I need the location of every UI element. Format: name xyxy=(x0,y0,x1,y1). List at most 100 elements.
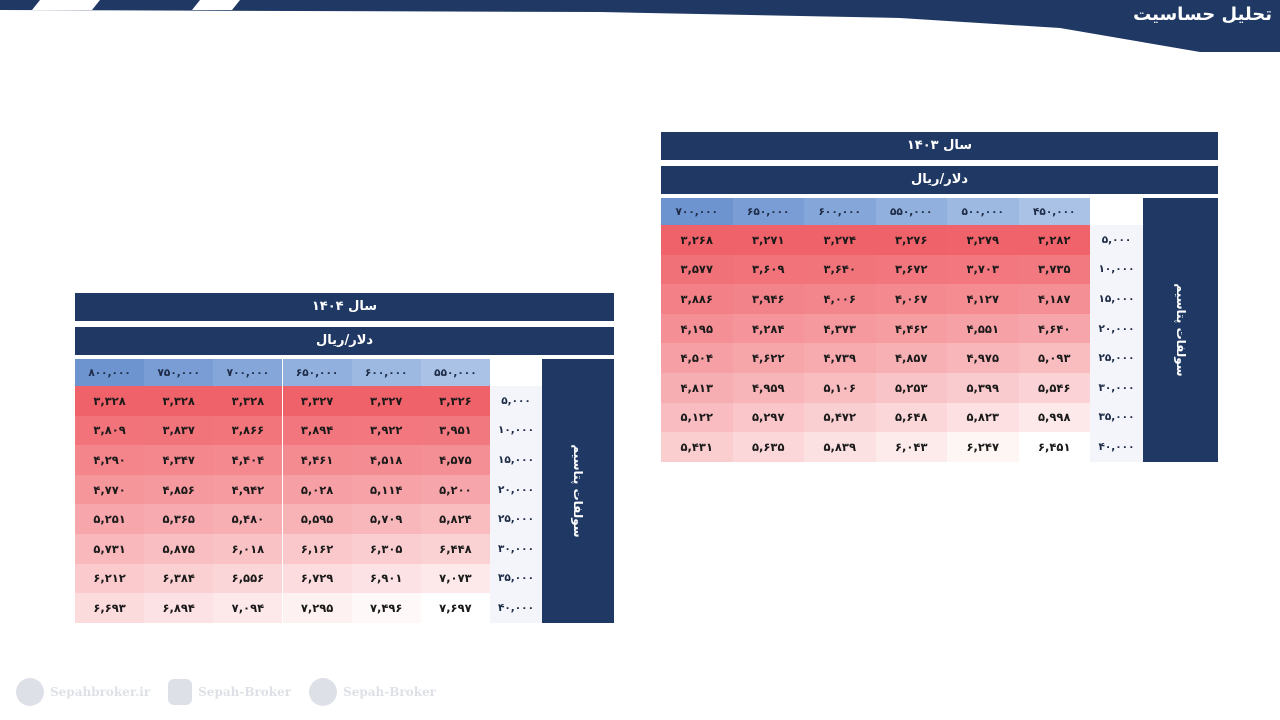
column-header: ۶۰۰,۰۰۰ xyxy=(804,198,876,225)
table-cell: ۷,۴۹۶ xyxy=(351,593,421,623)
table-cell: ۵,۸۲۴ xyxy=(420,504,490,534)
row-header: ۵,۰۰۰ xyxy=(490,386,542,416)
table-cell: ۴,۲۹۰ xyxy=(75,445,145,475)
table-cell: ۵,۴۷۲ xyxy=(804,402,876,433)
row-header: ۲۰,۰۰۰ xyxy=(1090,313,1143,344)
column-header: ۵۵۰,۰۰۰ xyxy=(420,359,490,386)
table-cell: ۴,۰۰۶ xyxy=(804,284,876,314)
table-cell: ۳,۲۷۹ xyxy=(947,225,1019,255)
table-cell: ۴,۳۴۷ xyxy=(144,445,214,475)
row-header: ۱۵,۰۰۰ xyxy=(1090,284,1143,314)
table-cell: ۵,۶۴۸ xyxy=(875,402,947,433)
table-cell: ۳,۹۴۶ xyxy=(732,284,804,314)
unit-header: دلار/ریال xyxy=(75,327,614,355)
footer-instagram[interactable]: Sepah-Broker xyxy=(168,679,291,705)
footer-instagram-label: Sepah-Broker xyxy=(198,685,292,699)
row-header: ۲۵,۰۰۰ xyxy=(490,504,542,534)
table-cell: ۳,۲۷۶ xyxy=(875,225,947,255)
table-cell: ۴,۱۲۷ xyxy=(947,284,1019,314)
table-cell: ۳,۸۹۴ xyxy=(282,415,352,446)
footer-website-label: Sepahbroker.ir xyxy=(50,685,151,699)
table-cell: ۶,۲۱۲ xyxy=(75,563,145,594)
table-cell: ۵,۸۷۵ xyxy=(144,534,214,564)
column-header: ۶۵۰,۰۰۰ xyxy=(282,359,352,386)
table-cell: ۴,۵۵۱ xyxy=(947,313,1019,344)
table-cell: ۳,۷۳۵ xyxy=(1018,254,1090,285)
table-cell: ۵,۱۲۲ xyxy=(661,402,733,433)
table-cell: ۳,۳۲۷ xyxy=(351,386,421,416)
table-cell: ۳,۳۲۸ xyxy=(144,386,214,416)
table-cell: ۴,۸۵۶ xyxy=(144,474,214,505)
column-header: ۶۵۰,۰۰۰ xyxy=(732,198,804,225)
footer-telegram[interactable]: Sepah-Broker xyxy=(309,678,436,706)
row-header: ۱۰,۰۰۰ xyxy=(1090,254,1143,285)
column-header: ۷۰۰,۰۰۰ xyxy=(661,198,733,225)
header-band-shape xyxy=(0,0,1280,52)
table-cell: ۵,۲۰۰ xyxy=(420,474,490,505)
instagram-icon xyxy=(168,679,193,705)
row-header: ۲۰,۰۰۰ xyxy=(490,474,542,505)
table-cell: ۴,۷۷۰ xyxy=(75,474,145,505)
table-cell: ۵,۳۶۵ xyxy=(144,504,214,534)
footer-watermark: Sepahbroker.ir Sepah-Broker Sepah-Broker xyxy=(16,676,436,708)
table-cell: ۴,۶۲۲ xyxy=(732,343,804,373)
column-header: ۷۰۰,۰۰۰ xyxy=(213,359,283,386)
table-cell: ۵,۸۲۳ xyxy=(947,402,1019,433)
table-cell: ۳,۶۰۹ xyxy=(732,254,804,285)
unit-header: دلار/ریال xyxy=(661,166,1218,194)
sensitivity-table-1404: سال ۱۴۰۴ دلار/ریال سولفات پتاسیم ۵۵۰,۰۰۰ ۶۰۰… xyxy=(75,293,614,624)
table-cell: ۴,۸۱۳ xyxy=(661,373,733,403)
table-cell: ۵,۱۱۴ xyxy=(351,474,421,505)
table-cell: ۷,۶۹۷ xyxy=(420,593,490,623)
table-cell: ۵,۶۳۵ xyxy=(732,432,804,462)
row-header: ۲۵,۰۰۰ xyxy=(1090,343,1143,373)
table-cell: ۵,۴۳۱ xyxy=(661,432,733,462)
table-cell: ۶,۱۶۲ xyxy=(282,534,352,564)
table-cell: ۴,۲۸۴ xyxy=(732,313,804,344)
row-header: ۴۰,۰۰۰ xyxy=(1090,432,1143,462)
table-cell: ۵,۰۲۸ xyxy=(282,474,352,505)
table-cell: ۳,۳۲۶ xyxy=(420,386,490,416)
table-cell: ۶,۶۹۳ xyxy=(75,593,145,623)
table-cell: ۴,۱۸۷ xyxy=(1018,284,1090,314)
table-cell: ۳,۶۷۲ xyxy=(875,254,947,285)
table-cell: ۵,۹۹۸ xyxy=(1018,402,1090,433)
table-cell: ۴,۹۷۵ xyxy=(947,343,1019,373)
table-cell: ۳,۶۴۰ xyxy=(804,254,876,285)
table-cell: ۳,۸۰۹ xyxy=(75,415,145,446)
table-cell: ۳,۸۶۶ xyxy=(213,415,283,446)
header-band: تحلیل حساسیت xyxy=(0,0,1280,52)
table-cell: ۵,۳۹۹ xyxy=(947,373,1019,403)
table-cell: ۴,۴۶۱ xyxy=(282,445,352,475)
table-cell: ۶,۰۴۳ xyxy=(875,432,947,462)
row-header: ۳۰,۰۰۰ xyxy=(1090,373,1143,403)
table-cell: ۳,۳۲۸ xyxy=(213,386,283,416)
table-cell: ۶,۳۸۴ xyxy=(144,563,214,594)
table-cell: ۳,۳۲۸ xyxy=(75,386,145,416)
column-header: ۶۰۰,۰۰۰ xyxy=(351,359,421,386)
table-cell: ۵,۲۵۳ xyxy=(875,373,947,403)
table-cell: ۳,۵۷۷ xyxy=(661,254,733,285)
table-cell: ۶,۳۰۵ xyxy=(351,534,421,564)
table-cell: ۶,۲۴۷ xyxy=(947,432,1019,462)
table-cell: ۳,۲۶۸ xyxy=(661,225,733,255)
table-cell: ۴,۴۶۲ xyxy=(875,313,947,344)
table-cell: ۶,۷۲۹ xyxy=(282,563,352,594)
table-cell: ۷,۲۹۵ xyxy=(282,593,352,623)
column-header: ۴۵۰,۰۰۰ xyxy=(1018,198,1090,225)
table-cell: ۶,۹۰۱ xyxy=(351,563,421,594)
side-axis-label-bar: سولفات پتاسیم xyxy=(1143,198,1218,462)
table-cell: ۴,۵۰۴ xyxy=(661,343,733,373)
footer-website[interactable]: Sepahbroker.ir xyxy=(16,678,150,706)
row-header: ۱۰,۰۰۰ xyxy=(490,415,542,446)
table-cell: ۶,۰۱۸ xyxy=(213,534,283,564)
side-axis-label-bar: سولفات پتاسیم xyxy=(542,359,614,623)
table-cell: ۶,۸۹۴ xyxy=(144,593,214,623)
table-cell: ۳,۲۷۴ xyxy=(804,225,876,255)
table-cell: ۵,۴۸۰ xyxy=(213,504,283,534)
table-cell: ۵,۷۰۹ xyxy=(351,504,421,534)
row-header: ۱۵,۰۰۰ xyxy=(490,445,542,475)
table-cell: ۳,۲۸۲ xyxy=(1018,225,1090,255)
table-cell: ۶,۴۵۱ xyxy=(1018,432,1090,462)
row-header: ۳۰,۰۰۰ xyxy=(490,534,542,564)
